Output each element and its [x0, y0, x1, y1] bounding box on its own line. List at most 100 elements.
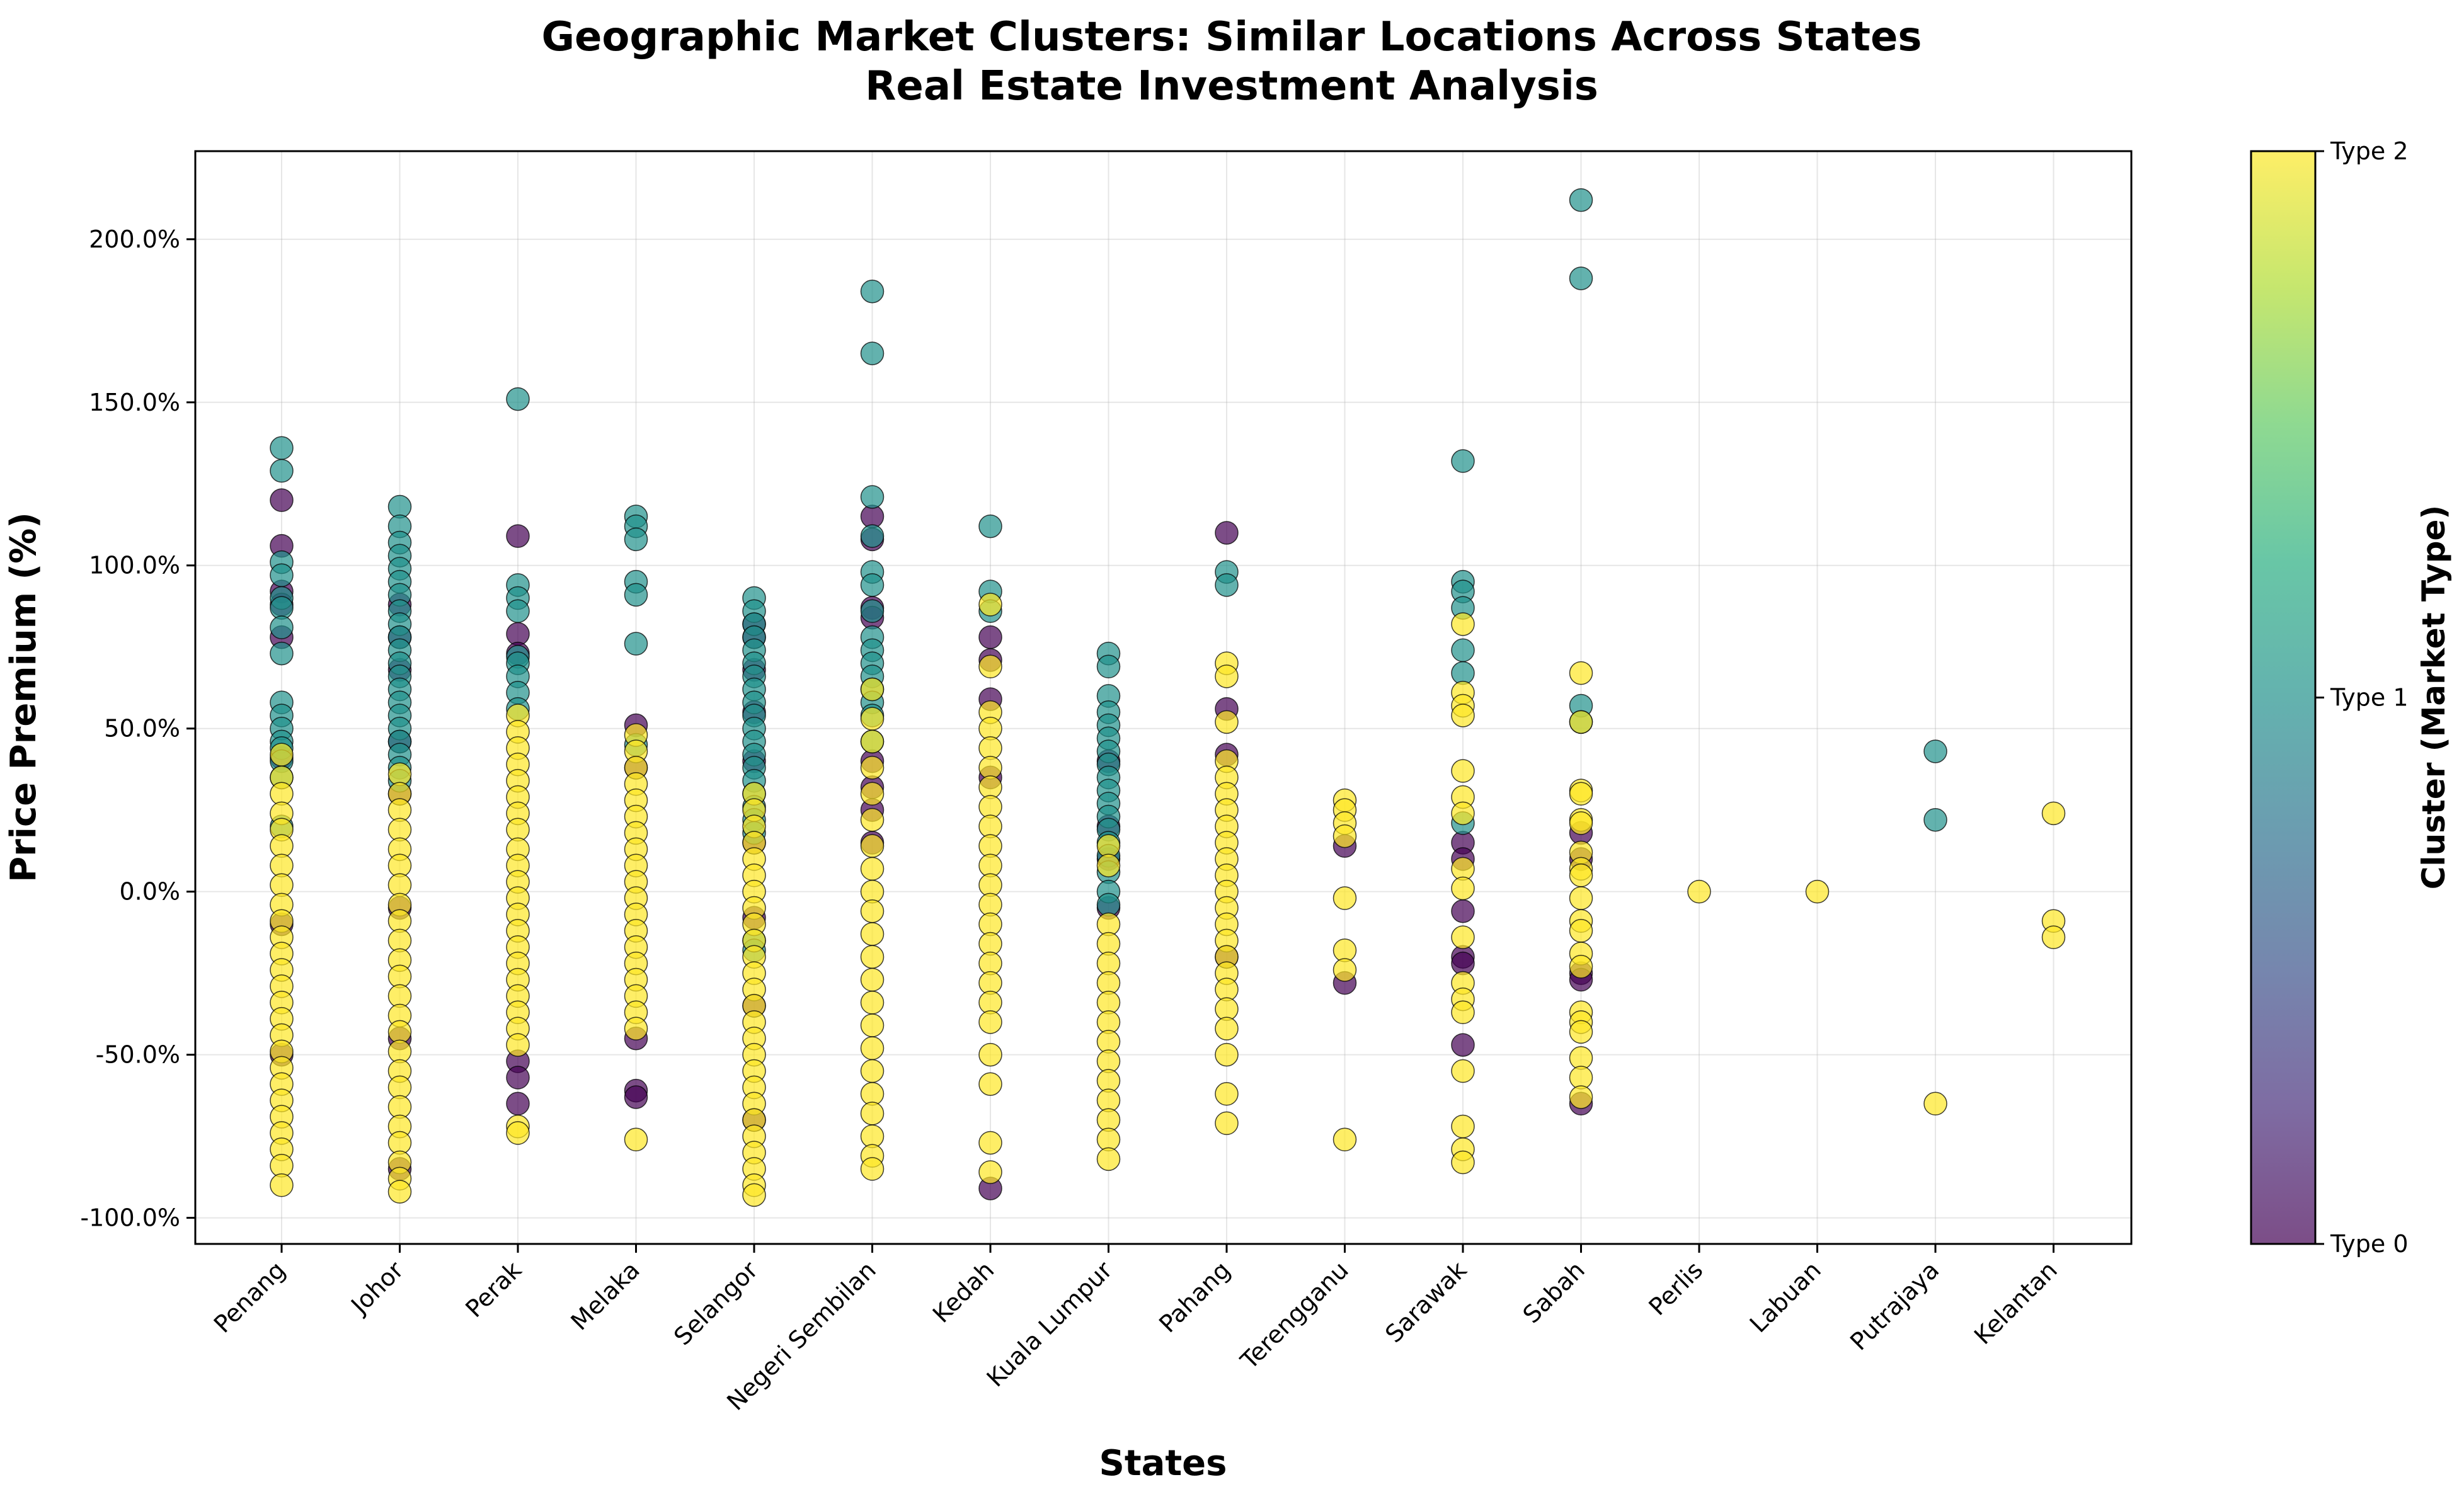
colorbar-label: Cluster (Market Type) [2415, 505, 2452, 890]
data-point [860, 1036, 885, 1061]
data-point [860, 573, 885, 597]
data-point [1451, 876, 1475, 901]
data-point [624, 632, 648, 656]
x-axis-label: States [1099, 1443, 1227, 1484]
data-point [1332, 958, 1357, 982]
data-point [1451, 449, 1475, 473]
data-point [742, 1183, 766, 1207]
data-point [624, 583, 648, 607]
data-point [1569, 955, 1593, 979]
data-point [1451, 1033, 1475, 1057]
data-point [387, 1180, 412, 1204]
data-point [1215, 521, 1239, 545]
data-point [860, 524, 885, 548]
data-point [1687, 879, 1711, 904]
plot-area [194, 150, 2133, 1245]
x-tick-label: Penang [209, 1256, 290, 1338]
data-point [1215, 1017, 1239, 1040]
data-point [1569, 863, 1593, 887]
data-point [1332, 886, 1357, 910]
data-point [860, 807, 885, 832]
data-points [270, 188, 2066, 1207]
data-point [860, 899, 885, 923]
data-point [860, 341, 885, 365]
y-tick-label: 200.0% [89, 225, 180, 253]
data-point [506, 524, 530, 548]
data-point [1451, 1114, 1475, 1139]
data-point [1569, 661, 1593, 685]
data-point [1215, 573, 1239, 597]
data-point [270, 743, 294, 767]
data-point [1451, 1059, 1475, 1083]
chart-title-line-1: Geographic Market Clusters: Similar Loca… [541, 14, 1922, 60]
data-point [506, 1066, 530, 1090]
data-point [860, 967, 885, 992]
data-point [1096, 853, 1121, 877]
data-point [1451, 925, 1475, 949]
data-point [624, 527, 648, 552]
x-tick-label: Melaka [566, 1256, 645, 1335]
data-point [860, 1013, 885, 1037]
data-point [860, 729, 885, 754]
data-point [1451, 638, 1475, 663]
series-type-0 [270, 488, 1593, 1200]
data-point [860, 857, 885, 881]
data-point [860, 707, 885, 731]
data-point [860, 756, 885, 780]
data-point [860, 990, 885, 1015]
data-point [978, 1042, 1002, 1067]
data-point [624, 1127, 648, 1152]
data-point [1451, 1000, 1475, 1025]
data-point [1569, 1020, 1593, 1044]
data-point [2041, 801, 2066, 826]
data-point [1215, 1042, 1239, 1067]
y-tick-label: 50.0% [104, 715, 180, 743]
data-point [624, 1085, 648, 1109]
data-point [506, 1091, 530, 1116]
data-point [506, 1033, 530, 1057]
data-point [1451, 704, 1475, 727]
data-point [860, 485, 885, 509]
data-point [270, 615, 294, 639]
data-point [1923, 739, 1947, 763]
data-point [506, 599, 530, 624]
x-tick-label: Terengganu [1235, 1256, 1354, 1375]
x-tick-label: Labuan [1745, 1256, 1826, 1338]
data-point [1569, 188, 1593, 212]
data-point [270, 1173, 294, 1197]
data-point [1451, 612, 1475, 636]
data-point [1569, 811, 1593, 835]
x-tick-label: Selangor [668, 1256, 763, 1350]
data-point [624, 1017, 648, 1040]
data-point [978, 1072, 1002, 1096]
colorbar-tick-label: Type 0 [2330, 1230, 2409, 1258]
data-point [1215, 710, 1239, 734]
x-tick-label: Sarawak [1380, 1256, 1472, 1348]
y-tick-label: -100.0% [80, 1204, 180, 1232]
y-tick-label: -50.0% [96, 1041, 180, 1069]
x-tick-label: Pahang [1154, 1256, 1235, 1338]
data-point [860, 279, 885, 304]
data-point [1451, 1150, 1475, 1175]
data-point [860, 945, 885, 969]
x-tick-label: Kedah [927, 1256, 999, 1328]
data-point [1569, 710, 1593, 734]
data-point [1096, 1147, 1121, 1171]
y-tick-label: 0.0% [119, 878, 180, 906]
chart-title-line-2: Real Estate Investment Analysis [865, 63, 1598, 110]
data-point [1215, 1111, 1239, 1136]
data-point [860, 1102, 885, 1126]
x-tick-label: Perlis [1643, 1256, 1708, 1321]
colorbar-gradient [2251, 151, 2315, 1244]
colorbar: Type 0 Type 1 Type 2 Cluster (Market Type) [2250, 137, 2452, 1258]
data-point [270, 436, 294, 460]
data-point [978, 593, 1002, 617]
x-tick-label: Perak [460, 1256, 527, 1323]
data-point [270, 563, 294, 588]
data-point [270, 641, 294, 666]
x-tick-label: Putrajaya [1845, 1256, 1944, 1355]
data-point [2041, 925, 2066, 949]
y-tick-label: 100.0% [89, 552, 180, 579]
data-point [978, 1131, 1002, 1155]
